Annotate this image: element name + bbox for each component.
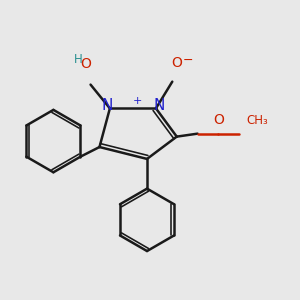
Text: −: − — [183, 54, 193, 68]
Text: O: O — [213, 113, 224, 127]
Text: O: O — [171, 56, 182, 70]
Text: CH₃: CH₃ — [247, 114, 268, 127]
Text: N: N — [153, 98, 165, 113]
Text: N: N — [101, 98, 112, 113]
Text: O: O — [81, 57, 92, 70]
Text: H: H — [74, 53, 82, 66]
Text: +: + — [133, 96, 142, 106]
